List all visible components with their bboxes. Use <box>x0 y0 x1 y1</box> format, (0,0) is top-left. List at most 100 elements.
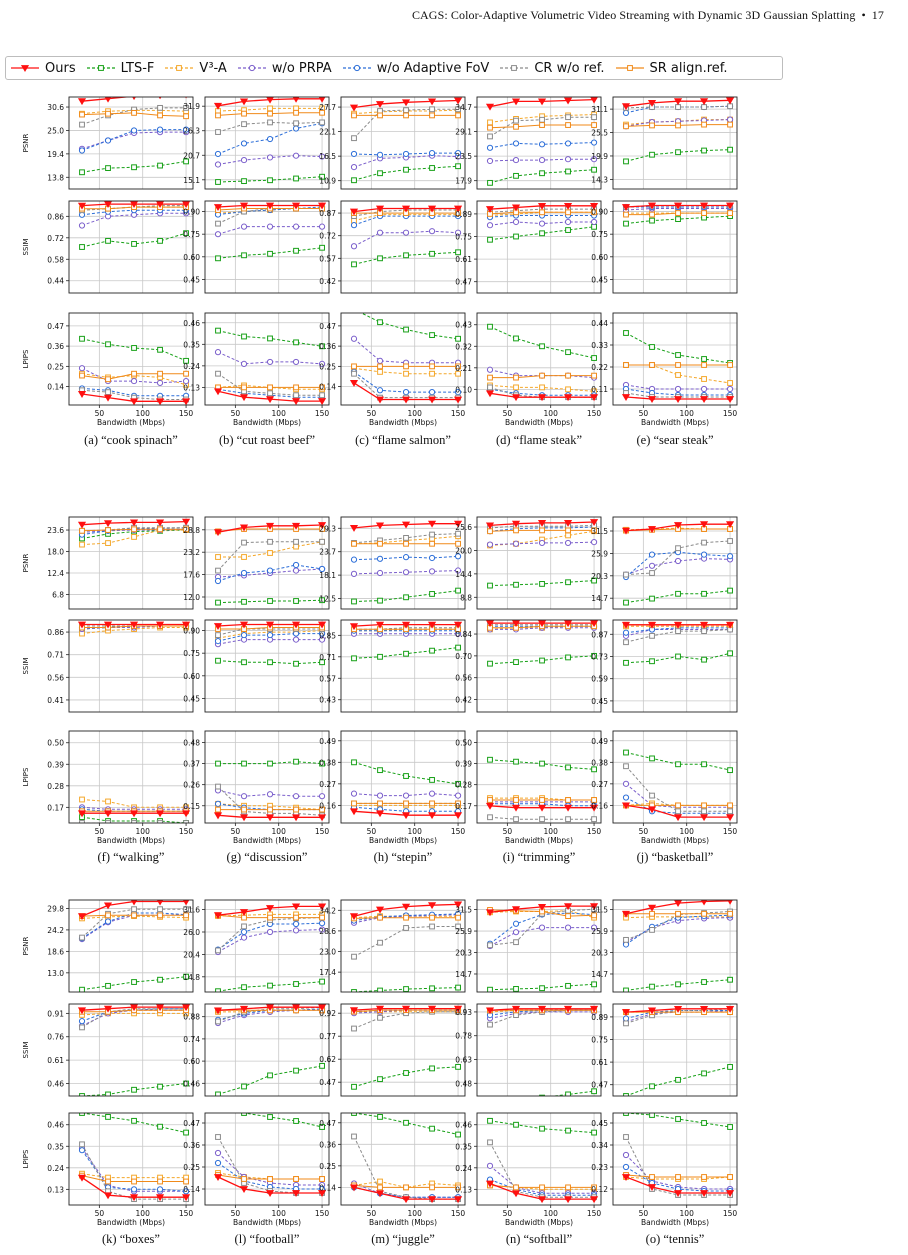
y-axis-label: SSIM <box>22 658 30 675</box>
data-point <box>565 654 571 661</box>
data-point <box>79 796 85 803</box>
data-point <box>565 386 571 393</box>
legend-item: w/o Adaptive FoV <box>342 61 489 76</box>
x-axis-label: Bandwidth (Mbps) <box>505 1218 573 1227</box>
data-point <box>701 910 707 917</box>
plot-frame <box>612 312 738 406</box>
data-point <box>726 553 734 560</box>
y-tick-label: 0.24 <box>455 1164 472 1173</box>
data-point <box>181 1194 191 1202</box>
data-point <box>675 1076 681 1083</box>
data-point <box>293 384 299 391</box>
data-point <box>565 227 571 233</box>
plot-frame <box>612 200 738 294</box>
y-tick-label: 0.24 <box>47 1164 64 1173</box>
data-point <box>215 220 221 227</box>
data-point <box>699 1190 709 1197</box>
data-point <box>675 545 681 552</box>
header-separator: • <box>861 8 866 22</box>
data-point <box>293 660 299 667</box>
y-tick-label: 8.8 <box>460 593 472 602</box>
data-point <box>131 109 137 116</box>
data-point <box>428 790 436 797</box>
data-point <box>103 621 113 629</box>
data-point <box>213 529 223 537</box>
data-point <box>79 244 85 250</box>
x-tick-label: 100 <box>544 409 559 418</box>
data-point <box>157 104 163 111</box>
data-point <box>319 1176 325 1182</box>
data-point <box>291 621 301 629</box>
y-tick-label: 0.47 <box>455 278 472 287</box>
data-point <box>241 760 247 767</box>
data-point <box>105 1114 111 1120</box>
psnr-subplot: 25.6 20.0 14.4 8.8 <box>455 516 602 610</box>
data-point <box>701 539 707 546</box>
data-point <box>376 229 384 236</box>
data-point <box>649 122 655 129</box>
legend-marker <box>97 65 104 71</box>
x-tick-label: 100 <box>272 409 287 418</box>
y-tick-label: 0.47 <box>591 1081 608 1090</box>
chart-panel: 23.618.012.46.8PSNR0.860.710.560.41SSIM0… <box>22 516 194 845</box>
data-point <box>105 982 111 989</box>
data-point <box>454 567 462 574</box>
data-point <box>591 1088 597 1095</box>
data-point <box>376 792 384 799</box>
data-point <box>647 1184 657 1191</box>
y-tick-label: 0.93 <box>455 1008 472 1017</box>
data-point <box>266 567 274 574</box>
data-point <box>647 806 657 814</box>
data-point <box>291 398 301 405</box>
series-line <box>353 1066 459 1088</box>
y-tick-label: 0.87 <box>591 630 608 639</box>
data-point <box>589 519 599 526</box>
data-point <box>155 621 165 629</box>
y-tick-label: 0.38 <box>591 758 608 767</box>
y-tick-label: 0.61 <box>47 1056 64 1065</box>
data-point <box>589 394 599 402</box>
data-point <box>726 385 734 393</box>
x-tick-label: 100 <box>408 1209 423 1218</box>
y-tick-label: 0.38 <box>319 758 336 767</box>
series-line <box>81 1147 187 1192</box>
y-tick-label: 0.36 <box>319 1140 336 1149</box>
series-line <box>625 752 731 771</box>
y-tick-label: 28.8 <box>183 526 200 535</box>
data-point <box>78 1147 86 1154</box>
y-tick-label: 0.90 <box>183 627 200 636</box>
data-point <box>727 362 733 368</box>
data-point <box>487 582 493 589</box>
data-point <box>319 659 325 666</box>
lpips-subplot: 0.49 0.38 0.27 0.16 50 100 150 Bandwidth (Mbps) <box>591 730 738 845</box>
ssim-subplot: 0.90 0.75 0.60 0.45 <box>591 200 738 294</box>
data-point <box>727 1174 733 1180</box>
plot-frame <box>340 730 466 824</box>
data-point <box>77 810 87 818</box>
data-point <box>375 396 385 404</box>
data-point <box>403 363 409 370</box>
figure-caption: (a) “cook spinach” <box>84 433 178 447</box>
series-line <box>625 1010 731 1023</box>
data-point <box>511 1190 521 1198</box>
data-point <box>267 105 273 112</box>
x-axis-label: Bandwidth (Mbps) <box>97 836 165 845</box>
y-tick-label: 0.47 <box>183 1119 200 1128</box>
data-point <box>241 252 247 259</box>
plot-frame <box>612 96 738 190</box>
data-point <box>319 1062 325 1069</box>
y-tick-label: 20.7 <box>183 151 200 160</box>
data-point <box>563 1196 573 1204</box>
y-tick-label: 20.4 <box>183 950 200 959</box>
data-point <box>427 1196 437 1204</box>
x-tick-label: 50 <box>367 1209 377 1218</box>
y-tick-label: 0.25 <box>183 1163 200 1172</box>
data-point <box>105 237 111 244</box>
x-tick-label: 50 <box>367 409 377 418</box>
data-point <box>623 123 629 130</box>
data-point <box>292 152 300 159</box>
data-point <box>350 243 358 250</box>
data-point <box>214 231 222 238</box>
data-point <box>375 810 385 818</box>
data-point <box>319 806 325 813</box>
